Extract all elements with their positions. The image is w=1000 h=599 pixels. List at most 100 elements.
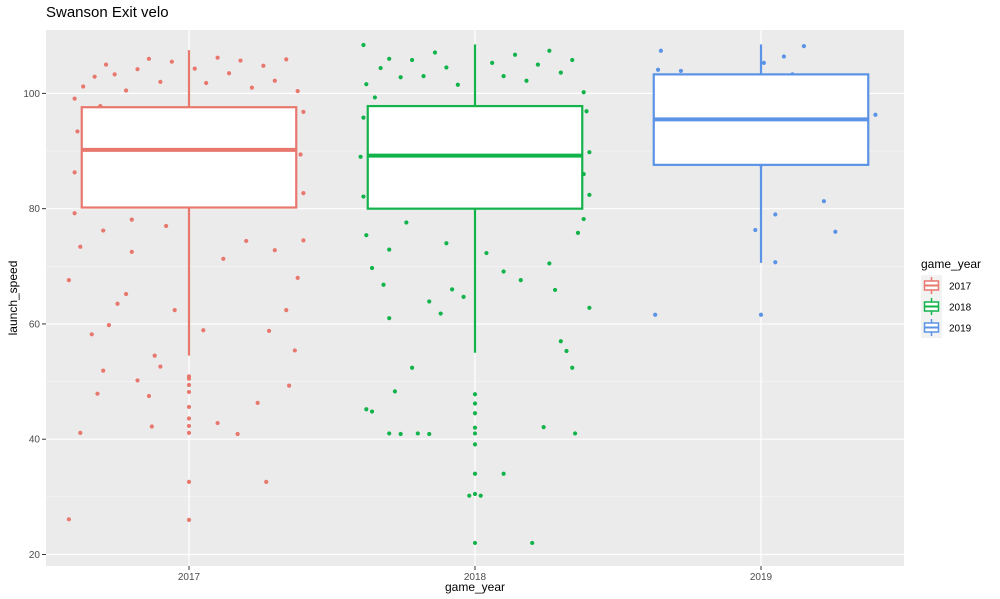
data-point — [66, 517, 71, 522]
data-point — [204, 80, 209, 86]
outlier-point — [472, 491, 478, 497]
data-point — [66, 278, 71, 283]
data-point — [81, 84, 86, 89]
data-point — [427, 299, 432, 304]
data-point — [392, 389, 398, 394]
data-point — [581, 216, 586, 222]
legend-label: 2018 — [949, 303, 972, 314]
data-point — [773, 260, 778, 265]
outlier-point — [186, 423, 192, 429]
data-point — [129, 249, 134, 254]
data-point — [123, 291, 129, 297]
data-point — [266, 328, 272, 333]
data-point — [478, 493, 483, 498]
data-point — [249, 85, 255, 90]
outlier-point — [186, 404, 192, 410]
data-point — [409, 57, 415, 63]
data-point — [501, 74, 506, 79]
boxes-layer — [80, 44, 870, 546]
data-point — [653, 312, 658, 317]
data-point — [72, 211, 77, 216]
data-point — [655, 67, 661, 72]
data-point — [552, 287, 558, 293]
data-point — [146, 56, 152, 61]
data-point — [573, 431, 578, 436]
data-point — [192, 66, 197, 71]
data-point — [226, 71, 232, 76]
data-point — [421, 74, 426, 79]
data-point — [753, 227, 758, 233]
data-point — [490, 60, 495, 65]
data-point — [169, 59, 174, 64]
data-point — [295, 275, 300, 280]
data-point — [101, 228, 106, 233]
data-point — [535, 62, 541, 67]
data-point — [501, 269, 506, 274]
data-point — [364, 233, 369, 238]
data-point — [781, 54, 786, 59]
data-point — [361, 194, 366, 199]
y-tick-label: 100 — [23, 89, 40, 100]
legend-key-2018: 2018 — [921, 296, 972, 317]
data-point — [301, 191, 306, 196]
data-point — [584, 109, 589, 114]
outlier-point — [472, 471, 478, 476]
data-point — [387, 56, 392, 61]
data-point — [467, 493, 472, 498]
data-point — [455, 82, 460, 87]
data-point — [301, 109, 306, 114]
data-point — [103, 62, 109, 67]
data-point — [78, 244, 83, 249]
data-point — [512, 52, 518, 57]
data-point — [444, 241, 449, 246]
data-point — [72, 170, 77, 175]
data-point — [284, 308, 289, 313]
data-point — [255, 400, 260, 405]
y-tick-label: 20 — [29, 550, 41, 561]
data-point — [432, 50, 438, 55]
data-point — [558, 70, 563, 75]
y-axis-title: launch_speed — [6, 261, 20, 336]
x-axis: 2017 2018 2019 — [178, 566, 773, 583]
data-point — [404, 220, 409, 225]
outlier-point — [472, 425, 478, 430]
data-point — [518, 278, 523, 283]
outlier-point — [472, 401, 478, 406]
data-point — [201, 328, 206, 333]
data-point — [164, 223, 169, 229]
chart-title: Swanson Exit velo — [46, 4, 169, 21]
data-point — [106, 322, 112, 328]
data-point — [364, 82, 369, 87]
data-point — [101, 368, 106, 373]
data-point — [115, 301, 120, 306]
data-point — [292, 348, 297, 353]
legend-title: game_year — [921, 257, 981, 271]
box-2018 — [366, 44, 584, 546]
data-point — [261, 63, 266, 68]
data-point — [570, 365, 575, 370]
data-point — [530, 540, 535, 546]
data-point — [758, 312, 764, 317]
data-point — [301, 238, 306, 243]
data-point — [501, 471, 506, 476]
y-tick-label: 80 — [29, 204, 41, 215]
x-tick-label: 2017 — [178, 572, 201, 583]
data-point — [587, 305, 592, 310]
data-point — [547, 48, 552, 53]
data-point — [284, 57, 289, 62]
x-tick-label: 2019 — [750, 572, 773, 583]
data-point — [369, 265, 375, 271]
data-point — [361, 42, 366, 48]
data-point — [72, 96, 77, 101]
data-point — [547, 261, 552, 266]
y-tick-label: 40 — [29, 435, 41, 446]
data-point — [372, 95, 377, 100]
outlier-point — [472, 411, 478, 416]
data-point — [112, 72, 117, 77]
data-point — [123, 88, 129, 93]
data-point — [152, 353, 157, 358]
outlier-point — [472, 431, 478, 436]
data-point — [658, 48, 664, 53]
data-point — [146, 393, 152, 399]
outlier-point — [186, 517, 192, 522]
